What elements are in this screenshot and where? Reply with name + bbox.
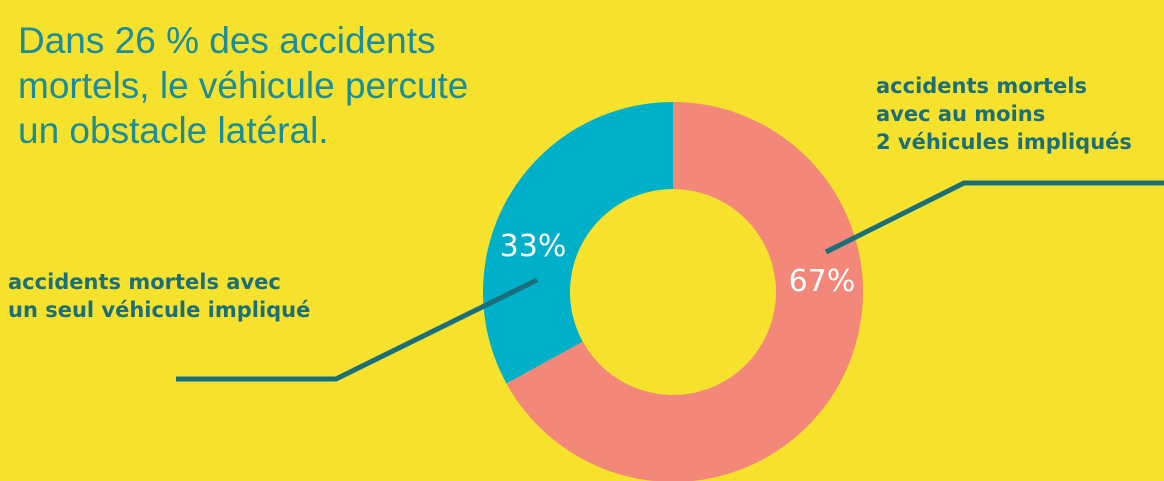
headline: Dans 26 % des accidents mortels, le véhi… [18, 20, 469, 151]
label-multi-vehicle: accidents mortels avec au moins 2 véhicu… [876, 74, 1132, 154]
label-single-vehicle: accidents mortels avec un seul véhicule … [8, 270, 311, 322]
slice-multi-vehicle [506, 102, 863, 481]
leader-line-single-vehicle [176, 277, 539, 382]
slice-single-vehicle [482, 102, 673, 384]
value-label-single-vehicle: 33% [500, 229, 567, 264]
leader-line-multi-vehicle [824, 180, 1164, 255]
value-label-multi-vehicle: 67% [789, 264, 856, 299]
